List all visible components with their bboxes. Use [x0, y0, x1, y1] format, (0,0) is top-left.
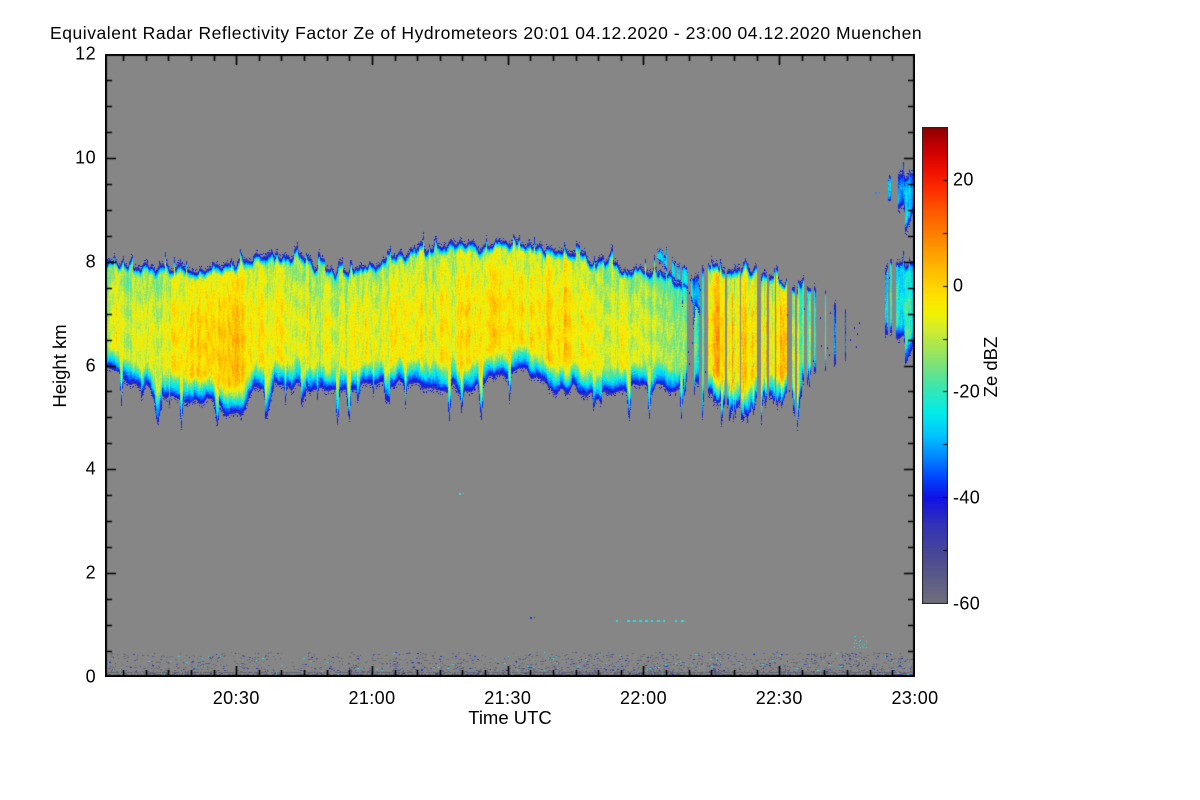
y-tick-label: 2 — [85, 562, 96, 583]
y-tick-label: 4 — [85, 458, 96, 479]
colorbar-tick-label: -20 — [953, 381, 981, 402]
y-tick-label: 10 — [75, 147, 96, 168]
x-tick-label: 20:30 — [212, 688, 260, 708]
x-tick-label: 21:00 — [348, 688, 396, 708]
colorbar-tick-label: -60 — [953, 593, 981, 614]
colorbar-tick-label: -40 — [953, 487, 981, 508]
colorbar-canvas — [922, 127, 948, 604]
colorbar-tick-label: 0 — [953, 275, 964, 296]
x-tick-label: 23:00 — [891, 688, 939, 708]
colorbar-label: Ze dBZ — [980, 336, 1001, 398]
x-tick-label: 22:00 — [619, 688, 668, 708]
x-axis-label: Time UTC — [468, 707, 552, 728]
y-tick-label: 12 — [75, 43, 96, 64]
y-tick-label: 8 — [85, 251, 96, 272]
x-tick-label: 22:30 — [755, 688, 803, 708]
y-tick-label: 6 — [85, 355, 96, 375]
x-tick-label: 21:30 — [484, 688, 532, 708]
chart-title: Equivalent Radar Reflectivity Factor Ze … — [50, 23, 923, 43]
y-tick-label: 0 — [85, 666, 96, 687]
colorbar-tick-label: 20 — [953, 169, 974, 190]
reflectivity-heatmap-canvas — [105, 54, 915, 677]
